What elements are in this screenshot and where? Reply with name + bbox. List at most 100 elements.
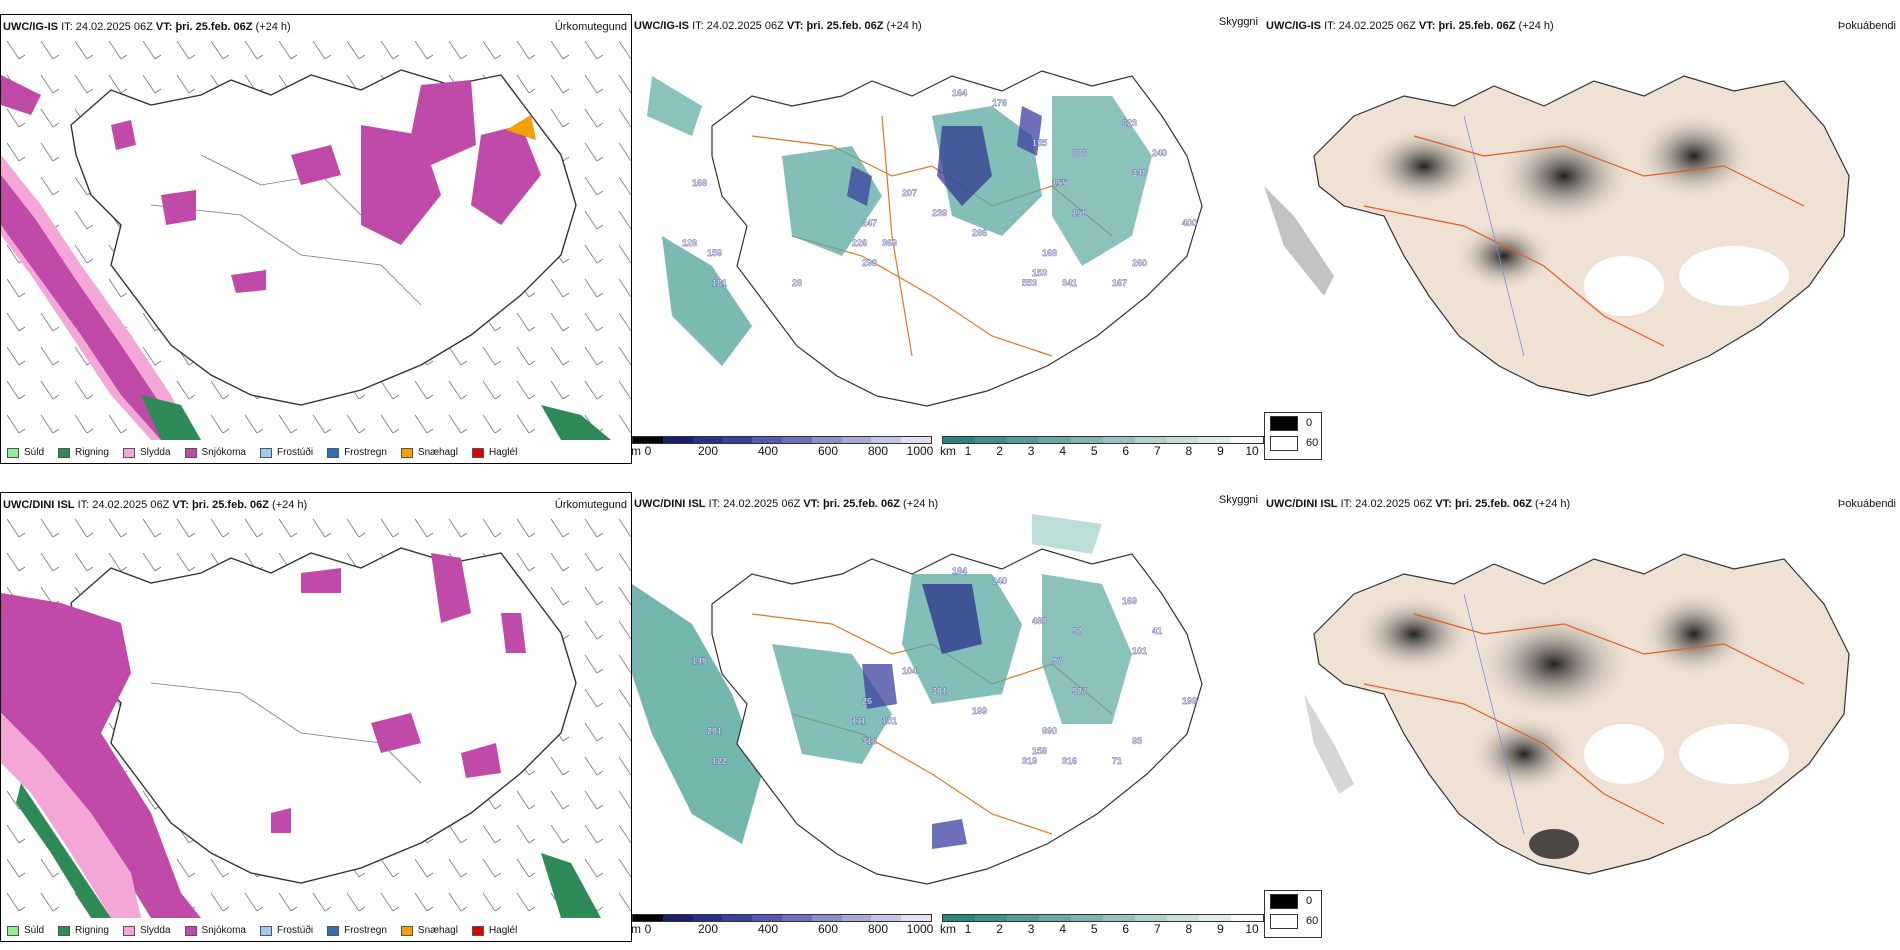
legend-swatch-white [1270,913,1298,929]
it-value: 24.02.2025 06Z [1338,20,1416,32]
scale-step [901,437,931,443]
scale-step [975,915,1007,921]
legend-swatch-white [1270,435,1298,451]
panel-variable-label: Skyggni [1218,494,1258,506]
legend-swatch-rain [58,447,71,458]
model-name: UWC/DINI ISL [1266,498,1338,510]
scale-tick: 10 [1245,922,1259,936]
cloud-base-label: 240 [1152,148,1167,158]
scale-step [722,437,753,443]
precip-map [1,513,631,918]
scale-step [633,437,663,443]
legend-label: Snæhagl [417,447,458,458]
cloud-base-label: 71 [1112,756,1122,766]
legend-row: 60 [1270,911,1321,931]
cloud-base-label: 247 [862,218,877,228]
legend-label: Frostúði [276,447,314,458]
scale-tick: 1000 [906,444,934,458]
legend-label: Snjókoma [201,447,246,458]
scale-tick: 7 [1153,444,1161,458]
cloud-panel-row1: UWC/IG-IS IT: 24.02.2025 06Z VT: þri. 25… [631,14,1264,464]
scale-tick: 800 [867,922,889,936]
scale-step [871,915,902,921]
cloud-base-labels: 164 176 623 155 240 686 348 155 159 207 239 286 168 1… [682,88,1197,288]
it-value: 24.02.2025 06Z [706,20,784,32]
it-value: 24.02.2025 06Z [75,21,153,33]
cloud-base-label: 348 [1132,168,1147,178]
cloud-base-label: 260 [1132,258,1147,268]
legend-swatch-sleet [122,447,135,458]
scale-tick: 5 [1090,922,1098,936]
scale-step [1135,915,1167,921]
cloud-base-label: 104 [902,666,917,676]
visibility-scale-ticks: km 1 2 3 4 5 6 7 8 9 10 [940,922,1264,936]
cloud-map: 184 240 169 480 41 92 101 97 927 104 301 199 890 156 9… [632,514,1203,885]
scale-step [1199,915,1231,921]
cloud-base-label: 155 [1052,178,1067,188]
precip-map [1,35,631,440]
cloud-base-label: 122 [712,756,727,766]
model-name: UWC/DINI ISL [3,499,75,511]
scale-step [1071,915,1103,921]
legend-item: Slydda [122,447,171,458]
panel-variable-label: Skyggni [1218,16,1258,28]
legend-label: Snjókoma [201,925,246,936]
legend-item: Frostúði [259,447,314,458]
it-label: IT: [1340,498,1353,510]
vt-value: þri. 25.feb. 06Z [806,20,884,32]
scale-step [781,437,812,443]
scale-unit: km [940,922,956,936]
scale-tick: 3 [1027,444,1035,458]
fog-map [1264,75,1850,397]
cloud-base-label: 226 [852,238,867,248]
visibility-scale: km 1 2 3 4 5 6 7 8 9 10 [940,436,1264,458]
scale-step [752,437,782,443]
cloud-map: 164 176 623 155 240 686 348 155 159 207 239 286 168 1… [647,70,1203,407]
it-value: 24.02.2025 06Z [1355,498,1433,510]
legend-item: Frostúði [259,925,313,936]
scale-step [871,437,902,443]
height-scale: m 0 200 400 600 800 1000 [631,914,933,936]
cloud-base-label: 316 [1062,756,1077,766]
it-value: 24.02.2025 06Z [723,498,801,510]
cloud-base-label: 316 [862,736,877,746]
legend-label: Slydda [139,925,171,936]
scale-tick: 400 [757,444,779,458]
scale-step [1231,437,1263,443]
it-label: IT: [1324,20,1336,32]
cloud-base-label: 181 [712,278,727,288]
legend-label: Rigning [75,925,109,936]
cloud-base-label: 298 [862,258,877,268]
cloud-base-label: 184 [952,566,967,576]
scale-tick: 10 [1245,444,1259,458]
precip-panel-row1: UWC/IG-IS IT: 24.02.2025 06Z VT: þri. 25… [0,14,632,464]
legend-swatch-black [1270,415,1298,431]
legend-item: Haglél [471,447,518,458]
cloud-base-label: 140 [692,656,707,666]
scale-step [1167,437,1199,443]
cloud-base-label: 153 [1032,268,1047,278]
scale-tick: 1 [964,444,972,458]
scale-tick: 8 [1185,922,1193,936]
model-name: UWC/DINI ISL [634,498,706,510]
visibility-scale: km 1 2 3 4 5 6 7 8 9 10 [940,914,1264,936]
fog-legend: 0 60 [1264,412,1322,460]
panel-title: UWC/DINI ISL IT: 24.02.2025 06Z VT: þri.… [1266,498,1570,510]
scale-step [633,915,663,921]
cloud-base-label: 97 [1052,656,1062,666]
cloud-base-label: 553 [1022,278,1037,288]
cloud-base-label: 167 [1112,278,1127,288]
cloud-base-label: 890 [1042,726,1057,736]
cloud-base-label: 286 [972,228,987,238]
cloud-base-labels: 184 240 169 480 41 92 101 97 927 104 301 199 890 156 9… [692,566,1197,766]
legend-item: Súld [7,447,44,458]
legend-label: Haglél [488,447,518,458]
scale-tick: 6 [1122,922,1130,936]
scale-step [692,915,723,921]
cloud-base-label: 201 [707,726,722,736]
lead-time: (+24 h) [886,20,922,32]
scale-tick: 9 [1217,922,1224,936]
scale-step [1071,437,1103,443]
cloud-base-label: 26 [862,696,872,706]
legend-label: Frostregn [344,925,387,936]
